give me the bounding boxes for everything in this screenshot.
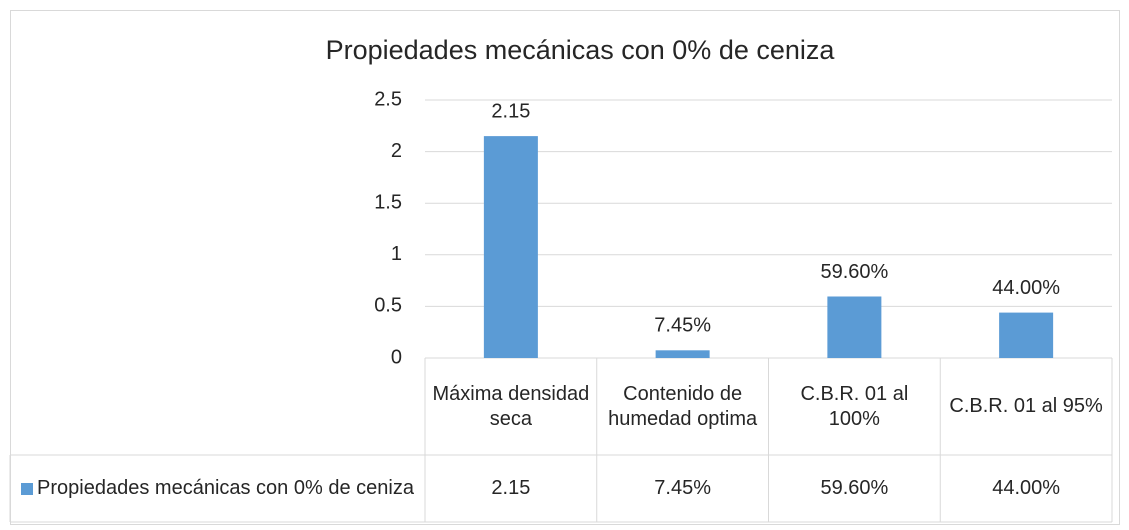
y-tick-label: 0.5 <box>374 295 402 317</box>
bar <box>483 136 538 358</box>
table-value: 7.45% <box>654 477 711 499</box>
table-value: 59.60% <box>820 477 889 499</box>
y-tick-label: 1.5 <box>374 191 402 213</box>
category-label: Contenido de humedad optima <box>608 382 758 430</box>
legend-entry: Propiedades mecánicas con 0% de ceniza <box>21 476 414 501</box>
legend-cell: Propiedades mecánicas con 0% de ceniza <box>10 455 425 522</box>
y-tick-label: 0 <box>391 346 402 368</box>
category-label: C.B.R. 01 al 95% <box>949 395 1103 417</box>
table-value: 2.15 <box>491 477 531 499</box>
y-tick-label: 2 <box>391 140 402 162</box>
y-tick-label: 2.5 <box>374 88 402 110</box>
value-label: 59.60% <box>820 261 888 283</box>
legend-label: Propiedades mecánicas con 0% de ceniza <box>37 477 414 499</box>
chart-border <box>10 10 1120 525</box>
value-label: 7.45% <box>654 315 711 337</box>
category-label: Máxima densidad seca <box>432 382 590 430</box>
chart-title: Propiedades mecánicas con 0% de ceniza <box>326 35 836 65</box>
category-label: C.B.R. 01 al 100% <box>800 382 909 430</box>
bar <box>827 296 882 358</box>
legend-swatch <box>21 482 34 495</box>
value-label: 44.00% <box>992 277 1060 299</box>
value-label: 2.15 <box>491 100 530 122</box>
table-value: 44.00% <box>992 477 1061 499</box>
bar <box>999 312 1054 358</box>
y-tick-label: 1 <box>391 243 402 265</box>
bar <box>655 350 710 358</box>
